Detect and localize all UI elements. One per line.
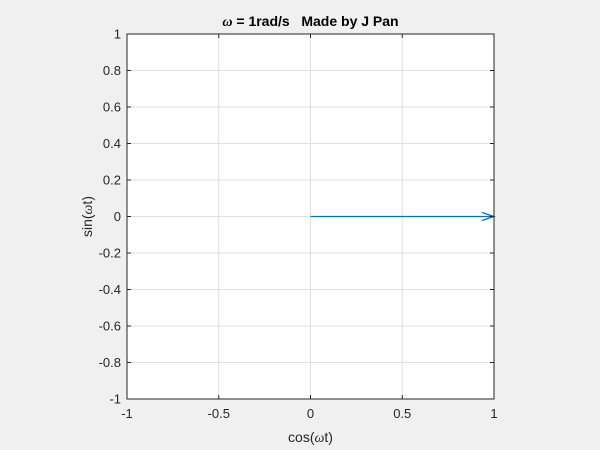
y-axis-ticks: -1 -0.8 -0.6 -0.4 -0.2 0 0.2 0.4 0.6 0.8 1 bbox=[99, 27, 494, 407]
y-tick-label: 0.8 bbox=[103, 63, 121, 78]
y-tick-label: 0.4 bbox=[103, 136, 121, 151]
x-tick-label: 0.5 bbox=[393, 406, 411, 421]
y-axis-label: sin(ωt) bbox=[79, 196, 96, 237]
y-tick-label: -1 bbox=[109, 392, 121, 407]
x-axis-label-omega: ω bbox=[315, 431, 325, 446]
y-tick-label: -0.2 bbox=[99, 246, 121, 261]
x-tick-label: -0.5 bbox=[208, 406, 230, 421]
x-tick-label: 0 bbox=[307, 406, 314, 421]
x-axis-label-suffix: t) bbox=[324, 429, 333, 445]
y-tick-label: 0.6 bbox=[103, 100, 121, 115]
chart-title: ω = 1rad/s Made by J Pan bbox=[222, 13, 398, 30]
plot-area: -1 -0.5 0 0.5 1 -1 -0.8 -0.6 -0.4 -0.2 0 0.2 0.4 0.6… bbox=[99, 27, 498, 422]
y-tick-label: 1 bbox=[114, 27, 121, 42]
y-tick-label: -0.4 bbox=[99, 282, 121, 297]
y-tick-label: 0.2 bbox=[103, 173, 121, 188]
x-axis-ticks: -1 -0.5 0 0.5 1 bbox=[121, 34, 498, 421]
y-axis-label-prefix: sin( bbox=[79, 214, 95, 237]
title-omega-symbol: ω bbox=[222, 15, 232, 30]
x-axis-label-prefix: cos( bbox=[288, 429, 315, 445]
title-text: = 1rad/s Made by J Pan bbox=[232, 13, 398, 29]
x-axis-label: cos(ωt) bbox=[288, 429, 333, 446]
x-tick-label: 1 bbox=[490, 406, 497, 421]
y-tick-label: -0.6 bbox=[99, 319, 121, 334]
y-axis-label-suffix: t) bbox=[79, 196, 95, 205]
y-tick-label: -0.8 bbox=[99, 355, 121, 370]
y-tick-label: 0 bbox=[114, 209, 121, 224]
y-axis-label-omega: ω bbox=[81, 204, 96, 214]
x-tick-label: -1 bbox=[121, 406, 133, 421]
